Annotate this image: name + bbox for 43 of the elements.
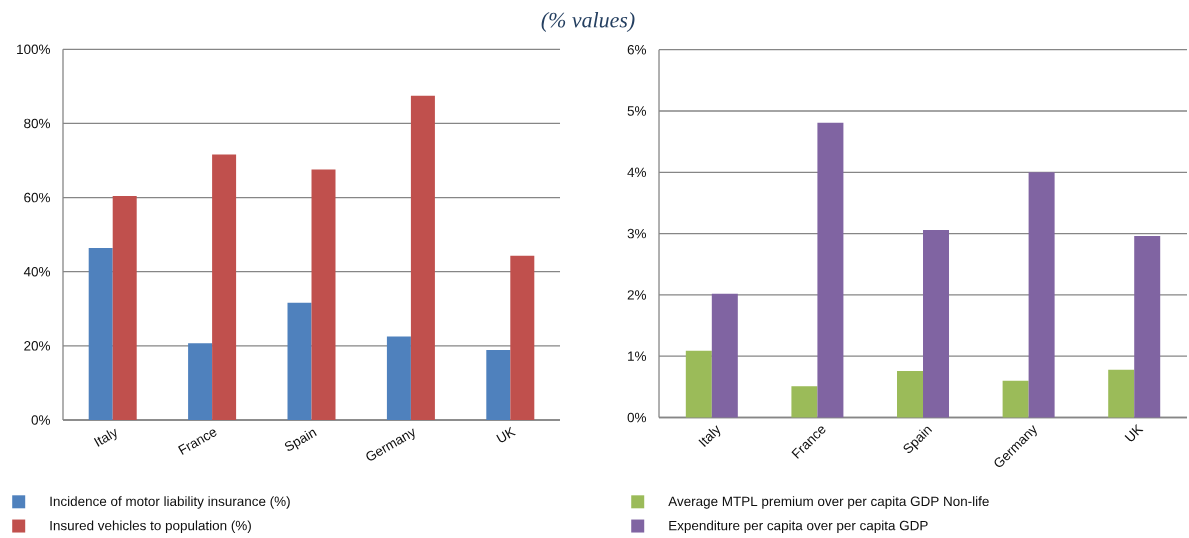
y-tick-label: 0% [31,415,50,425]
bar [923,229,950,418]
bar [711,293,738,418]
bar [486,349,511,420]
legend-label: Incidence of motor liability insurance (%) [50,496,290,509]
x-tick-label: Italy [93,428,117,447]
x-tick-label: Spain [284,429,317,451]
x-tick-label: UK [496,426,516,443]
x-tick-label: Italy [698,425,721,447]
bar [897,370,924,418]
bar [510,255,535,420]
legend-label: Expenditure per capita over per capita GDP [669,520,928,533]
bar [410,95,435,420]
y-tick-label: 2% [627,290,647,300]
bar [1134,236,1161,418]
y-tick-label: 80% [24,118,50,129]
bar [791,386,818,418]
y-tick-label: 1% [628,351,647,361]
y-tick-label: 60% [24,192,50,203]
bar [112,196,137,420]
legend-label: Average MTPL premium over per capita GDP Non-life [668,496,989,509]
legend-label: Insured vehicles to population (%) [50,520,251,533]
x-tick-label: UK [1124,423,1144,442]
chart-title: (% values) [541,12,635,32]
bar [1028,172,1055,418]
bar [287,302,312,420]
bar [386,336,411,420]
y-tick-label: 100% [17,44,50,55]
y-tick-label: 5% [627,106,647,116]
bar [188,343,213,420]
y-tick-label: 3% [627,228,647,239]
bar [88,247,113,420]
bar [1108,369,1135,418]
y-tick-label: 40% [23,266,50,277]
y-tick-label: 6% [627,44,647,55]
bar [1002,380,1029,418]
bar [817,122,844,418]
y-tick-label: 4% [627,167,647,177]
bar [685,350,712,418]
y-tick-label: 20% [24,341,50,351]
bar [311,169,336,420]
y-tick-label: 0% [627,412,647,423]
bar [212,154,237,420]
